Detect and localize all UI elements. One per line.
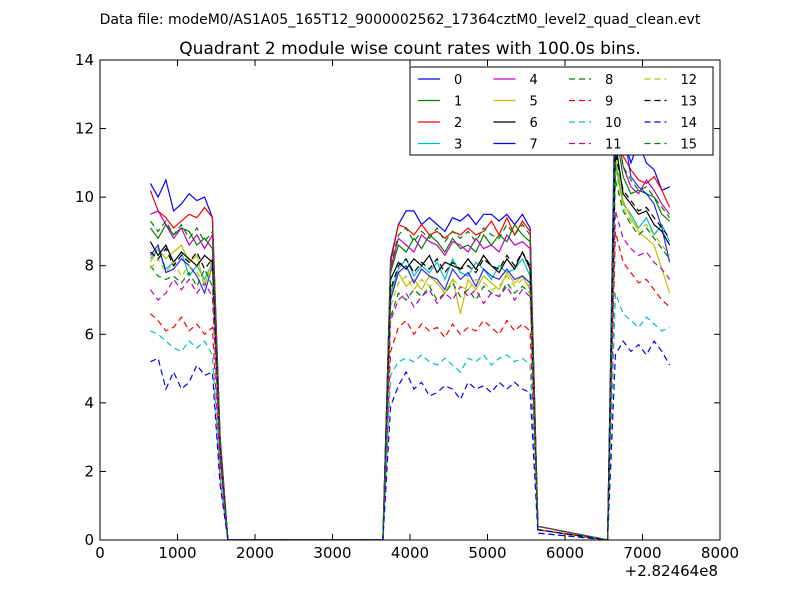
series-line-13 bbox=[149, 152, 671, 540]
x-tick-label: 0 bbox=[95, 544, 105, 562]
legend-label-13: 13 bbox=[681, 95, 698, 110]
series-line-5 bbox=[149, 155, 671, 540]
legend-label-0: 0 bbox=[454, 73, 462, 88]
x-tick-label: 5000 bbox=[468, 544, 506, 562]
legend-box bbox=[409, 66, 714, 156]
x-tick-label: 1000 bbox=[158, 544, 196, 562]
y-tick-label: 4 bbox=[84, 394, 94, 412]
y-tick-label: 8 bbox=[84, 257, 94, 275]
series-line-8 bbox=[149, 179, 671, 540]
axis-ticks: 0 1000 2000 3000 4000 5000 6000 7000 80000246810… bbox=[75, 51, 739, 562]
legend-label-8: 8 bbox=[605, 73, 613, 88]
legend-label-12: 12 bbox=[681, 73, 698, 88]
x-offset-label: +2.82464e8 bbox=[625, 562, 718, 580]
series-line-3 bbox=[149, 162, 671, 540]
suptitle: Data file: modeM0/AS1A05_165T12_90000025… bbox=[100, 12, 701, 28]
series-line-14 bbox=[150, 340, 671, 540]
series-line-2 bbox=[149, 90, 671, 540]
series-line-0 bbox=[149, 104, 670, 540]
x-tick-label: 3000 bbox=[313, 544, 351, 562]
x-tick-label: 4000 bbox=[391, 544, 429, 562]
y-tick-label: 0 bbox=[84, 531, 94, 549]
legend-label-1: 1 bbox=[454, 95, 462, 110]
series-line-15 bbox=[149, 118, 671, 540]
legend-label-2: 2 bbox=[454, 116, 462, 131]
legend-label-15: 15 bbox=[681, 138, 698, 153]
legend-label-9: 9 bbox=[605, 95, 613, 110]
x-tick-label: 2000 bbox=[236, 544, 274, 562]
chart-title: Quadrant 2 module wise count rates with … bbox=[179, 39, 640, 59]
x-tick-label: 7000 bbox=[623, 544, 661, 562]
y-tick-label: 14 bbox=[75, 51, 94, 69]
legend-label-10: 10 bbox=[605, 116, 622, 131]
series-line-6 bbox=[149, 142, 671, 540]
legend-label-4: 4 bbox=[530, 73, 538, 88]
series-line-1 bbox=[149, 128, 670, 540]
y-tick-label: 10 bbox=[75, 188, 94, 206]
x-tick-label: 8000 bbox=[701, 544, 739, 562]
y-tick-label: 12 bbox=[75, 120, 94, 138]
x-tick-label: 6000 bbox=[546, 544, 584, 562]
series-line-12 bbox=[149, 169, 671, 540]
y-tick-label: 2 bbox=[84, 462, 94, 480]
legend-label-5: 5 bbox=[530, 95, 538, 110]
legend-label-6: 6 bbox=[530, 116, 538, 131]
series-line-10 bbox=[150, 292, 670, 540]
series-layer bbox=[149, 66, 671, 540]
legend-label-7: 7 bbox=[530, 138, 538, 153]
series-line-11 bbox=[149, 210, 671, 540]
series-line-9 bbox=[149, 231, 671, 540]
legend-label-3: 3 bbox=[454, 138, 462, 153]
y-tick-label: 6 bbox=[84, 325, 94, 343]
legend-label-14: 14 bbox=[681, 116, 698, 131]
legend-label-11: 11 bbox=[605, 138, 622, 153]
